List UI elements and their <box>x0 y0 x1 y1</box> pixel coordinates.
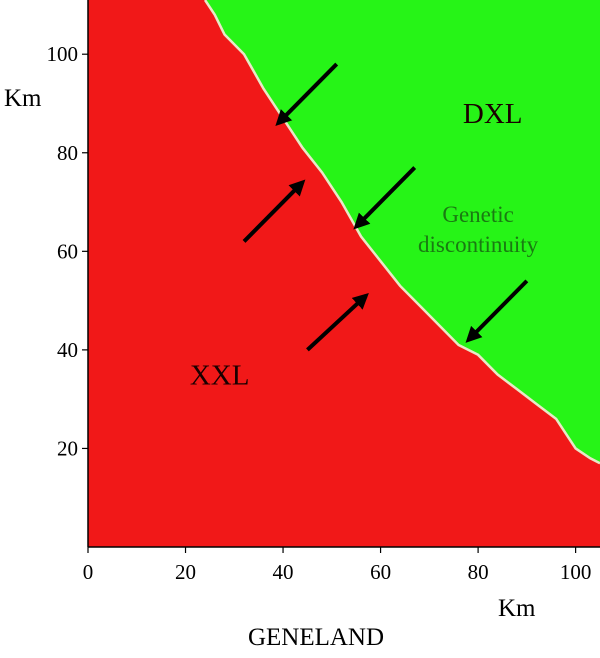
region-label-xxl: XXL <box>190 359 250 391</box>
discontinuity-label-line: discontinuity <box>418 232 539 257</box>
x-axis-unit-label: Km <box>498 595 536 622</box>
x-tick-label: 80 <box>468 560 489 584</box>
y-tick-label: 60 <box>57 239 78 263</box>
plot-area <box>88 0 600 547</box>
discontinuity-arrow <box>465 279 529 343</box>
y-tick-label: 40 <box>57 338 78 362</box>
boundary-line <box>203 0 600 465</box>
discontinuity-arrow <box>242 179 306 243</box>
annotation-layer: XXL DXL Genetic discontinuity <box>190 62 539 391</box>
y-tick-label: 80 <box>57 141 78 165</box>
figure-caption: GENELAND <box>248 624 384 651</box>
y-axis-unit-label: Km <box>4 85 42 112</box>
x-tick-label: 40 <box>273 560 294 584</box>
discontinuity-arrow <box>306 292 369 352</box>
region-label-dxl: DXL <box>463 98 523 130</box>
x-tick-label: 20 <box>175 560 196 584</box>
x-tick-label: 60 <box>370 560 391 584</box>
x-tick-label: 0 <box>83 560 94 584</box>
discontinuity-label-line: Genetic <box>442 202 514 227</box>
y-tick-label: 20 <box>57 436 78 460</box>
axes: 20 40 60 80 100 0 20 40 60 80 100 <box>47 0 600 584</box>
region-dxl <box>205 0 600 464</box>
x-tick-label: 100 <box>560 560 592 584</box>
y-tick-label: 100 <box>47 42 79 66</box>
discontinuity-arrow <box>353 166 417 230</box>
discontinuity-arrow <box>275 62 339 127</box>
